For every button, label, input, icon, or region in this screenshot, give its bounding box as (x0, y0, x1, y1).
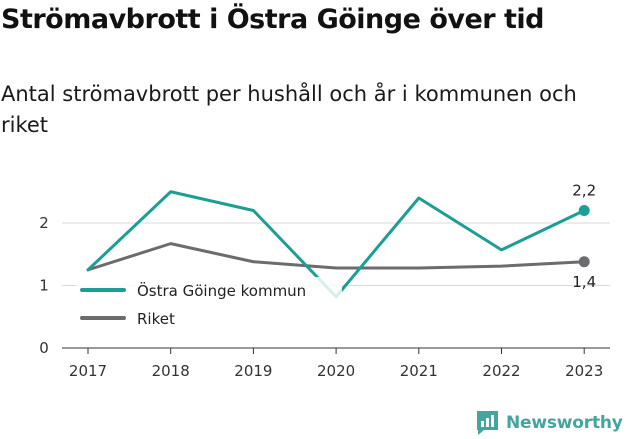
data-label-kommun: 2,2 (572, 182, 596, 200)
end-point-kommun (578, 205, 590, 216)
y-tick-label: 1 (39, 277, 49, 295)
x-tick-label: 2021 (400, 362, 438, 380)
newsworthy-logo-icon (477, 411, 498, 435)
x-axis: 2017 2018 2019 2020 2021 2022 2023 (69, 348, 603, 380)
data-label-riket: 1,4 (572, 273, 596, 291)
y-tick-label: 2 (39, 214, 49, 232)
x-tick-label: 2023 (565, 362, 603, 380)
legend-label: Riket (137, 310, 175, 328)
chart-subtitle: Antal strömavbrott per hushåll och år i … (1, 82, 577, 137)
x-tick-label: 2017 (69, 362, 107, 380)
legend: Östra Göinge kommun Riket (76, 277, 342, 329)
newsworthy-logo: Newsworthy (475, 408, 623, 438)
x-tick-label: 2018 (152, 362, 190, 380)
legend-label: Östra Göinge kommun (137, 281, 306, 300)
y-tick-label: 0 (39, 339, 49, 357)
x-tick-label: 2020 (317, 362, 355, 380)
chart-title: Strömavbrott i Östra Göinge över tid (1, 4, 545, 35)
x-tick-label: 2019 (234, 362, 272, 380)
x-tick-label: 2022 (482, 362, 520, 380)
brand-name: Newsworthy (506, 413, 623, 433)
series-line-riket (86, 242, 586, 272)
data-labels: 2,2 1,4 (572, 182, 596, 291)
gridlines: 0 1 2 (39, 214, 610, 357)
end-point-riket (578, 256, 590, 268)
